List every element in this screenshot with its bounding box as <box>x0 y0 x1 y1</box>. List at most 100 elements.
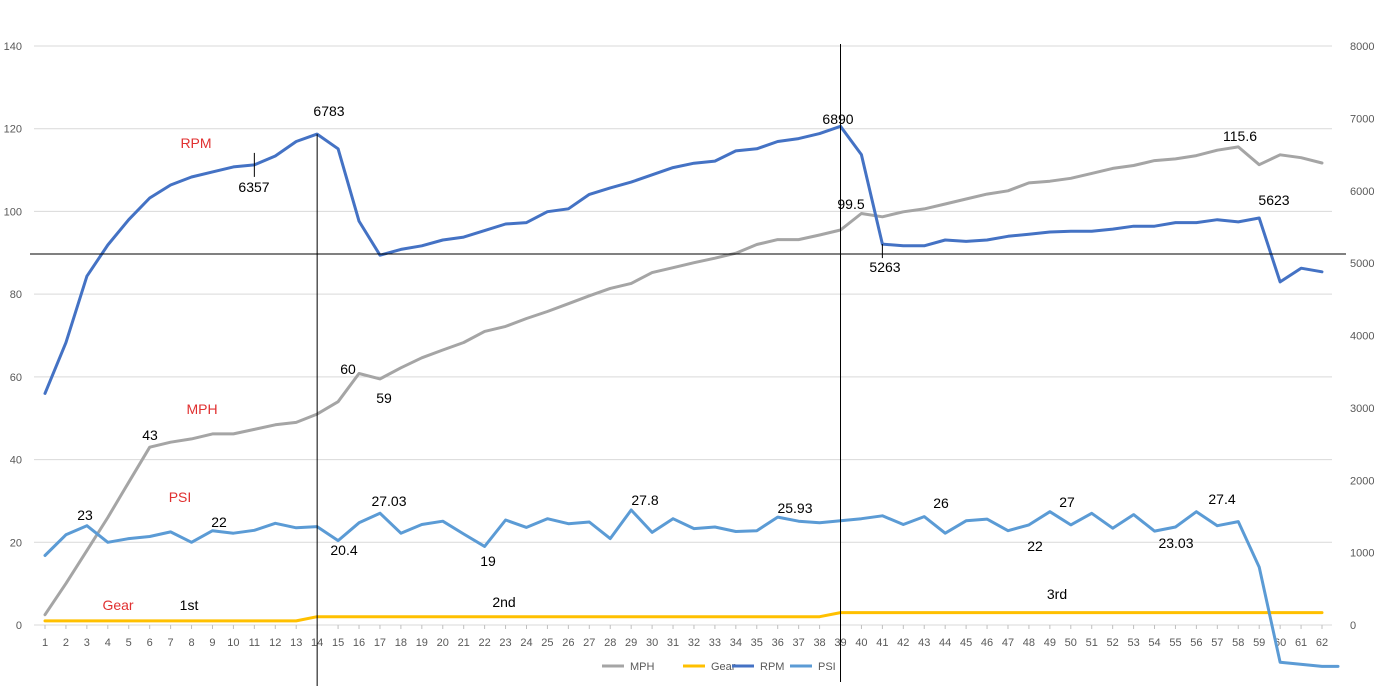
x-tick-label: 50 <box>1065 637 1077 649</box>
x-tick-label: 46 <box>981 637 993 649</box>
x-tick-label: 45 <box>960 637 972 649</box>
x-tick-label: 5 <box>126 637 132 649</box>
series-name-label: PSI <box>169 489 192 505</box>
x-tick-label: 8 <box>188 637 194 649</box>
x-tick-label: 11 <box>249 637 260 649</box>
series-line-psi <box>43 508 1340 668</box>
series-line-gear <box>43 611 1324 623</box>
y-left-tick-label: 80 <box>10 289 22 301</box>
x-tick-label: 36 <box>772 637 784 649</box>
series-name-label: MPH <box>186 401 217 417</box>
data-label: 27.03 <box>371 493 406 509</box>
series-name-label: Gear <box>102 597 133 613</box>
legend-label: MPH <box>630 661 655 673</box>
y-right-tick-label: 2000 <box>1350 475 1374 487</box>
x-tick-label: 40 <box>855 637 867 649</box>
data-label: 59 <box>376 390 392 406</box>
x-tick-label: 34 <box>730 637 742 649</box>
y-right-tick-label: 7000 <box>1350 113 1374 125</box>
legend: MPH Gear RPM PSI <box>602 661 836 673</box>
data-label: 2nd <box>492 594 515 610</box>
x-tick-label: 4 <box>105 637 111 649</box>
x-tick-label: 44 <box>939 637 951 649</box>
data-label: 43 <box>142 427 158 443</box>
data-label: 5263 <box>869 259 900 275</box>
x-tick-label: 28 <box>604 637 616 649</box>
x-tick-label: 15 <box>332 637 344 649</box>
y-left-tick-label: 40 <box>10 455 22 467</box>
x-tick-label: 12 <box>269 637 281 649</box>
x-tick-label: 53 <box>1127 637 1139 649</box>
x-tick-label: 35 <box>751 637 763 649</box>
y-left-tick-label: 20 <box>10 537 22 549</box>
data-label: 6890 <box>822 111 853 127</box>
x-tick-label: 21 <box>458 637 470 649</box>
x-tick-label: 51 <box>1086 637 1098 649</box>
y-left-tick-label: 120 <box>4 124 22 136</box>
x-tick-label: 27 <box>583 637 595 649</box>
x-tick-label: 54 <box>1148 637 1160 649</box>
y-right-tick-label: 8000 <box>1350 41 1374 53</box>
legend-label: RPM <box>760 661 784 673</box>
x-tick-label: 24 <box>520 637 532 649</box>
x-tick-label: 25 <box>541 637 553 649</box>
y-left-tick-label: 0 <box>16 620 22 632</box>
x-tick-label: 37 <box>793 637 805 649</box>
series-lines <box>43 124 1340 668</box>
x-tick-label: 32 <box>688 637 700 649</box>
x-tick-label: 23 <box>499 637 511 649</box>
data-label: 26 <box>933 495 949 511</box>
x-tick-label: 52 <box>1107 637 1119 649</box>
data-label: 5623 <box>1258 192 1289 208</box>
x-tick-label: 59 <box>1253 637 1265 649</box>
data-label: 22 <box>211 514 227 530</box>
y-left-tick-label: 60 <box>10 372 22 384</box>
data-label: 6783 <box>313 103 344 119</box>
x-tick-label: 33 <box>709 637 721 649</box>
axes: 0204060801001201400100020003000400050006… <box>4 41 1374 649</box>
y-right-tick-label: 3000 <box>1350 403 1374 415</box>
x-tick-label: 48 <box>1023 637 1035 649</box>
x-tick-label: 43 <box>918 637 930 649</box>
series-name-label: RPM <box>180 135 211 151</box>
y-right-tick-label: 1000 <box>1350 548 1374 560</box>
series-line-rpm <box>43 124 1324 395</box>
y-right-tick-label: 0 <box>1350 620 1356 632</box>
x-tick-label: 18 <box>395 637 407 649</box>
legend-label: PSI <box>818 661 836 673</box>
data-label: 19 <box>480 553 496 569</box>
y-right-tick-label: 4000 <box>1350 331 1374 343</box>
data-label: 22 <box>1027 538 1043 554</box>
y-right-tick-label: 6000 <box>1350 186 1374 198</box>
x-tick-label: 30 <box>646 637 658 649</box>
x-tick-label: 20 <box>437 637 449 649</box>
x-tick-label: 57 <box>1211 637 1223 649</box>
data-label: 27 <box>1059 494 1075 510</box>
y-right-tick-label: 5000 <box>1350 258 1374 270</box>
x-tick-label: 16 <box>353 637 365 649</box>
y-left-tick-label: 100 <box>4 206 22 218</box>
x-tick-label: 31 <box>667 637 679 649</box>
gridlines <box>34 45 1332 626</box>
data-label: 20.4 <box>330 542 357 558</box>
data-label: 1st <box>180 597 199 613</box>
x-tick-label: 55 <box>1169 637 1181 649</box>
x-tick-label: 41 <box>876 637 888 649</box>
x-tick-label: 1 <box>42 637 48 649</box>
data-label: 23.03 <box>1158 535 1193 551</box>
x-tick-label: 6 <box>147 637 153 649</box>
data-label: 27.8 <box>631 492 658 508</box>
x-tick-label: 29 <box>625 637 637 649</box>
y-left-tick-label: 140 <box>4 41 22 53</box>
x-tick-label: 22 <box>478 637 490 649</box>
x-tick-label: 61 <box>1295 637 1307 649</box>
data-label: 99.5 <box>837 196 864 212</box>
x-tick-label: 13 <box>290 637 302 649</box>
data-label: 6357 <box>238 179 269 195</box>
series-line-mph <box>43 145 1324 617</box>
x-tick-label: 56 <box>1190 637 1202 649</box>
x-tick-label: 7 <box>168 637 174 649</box>
x-tick-label: 10 <box>227 637 239 649</box>
